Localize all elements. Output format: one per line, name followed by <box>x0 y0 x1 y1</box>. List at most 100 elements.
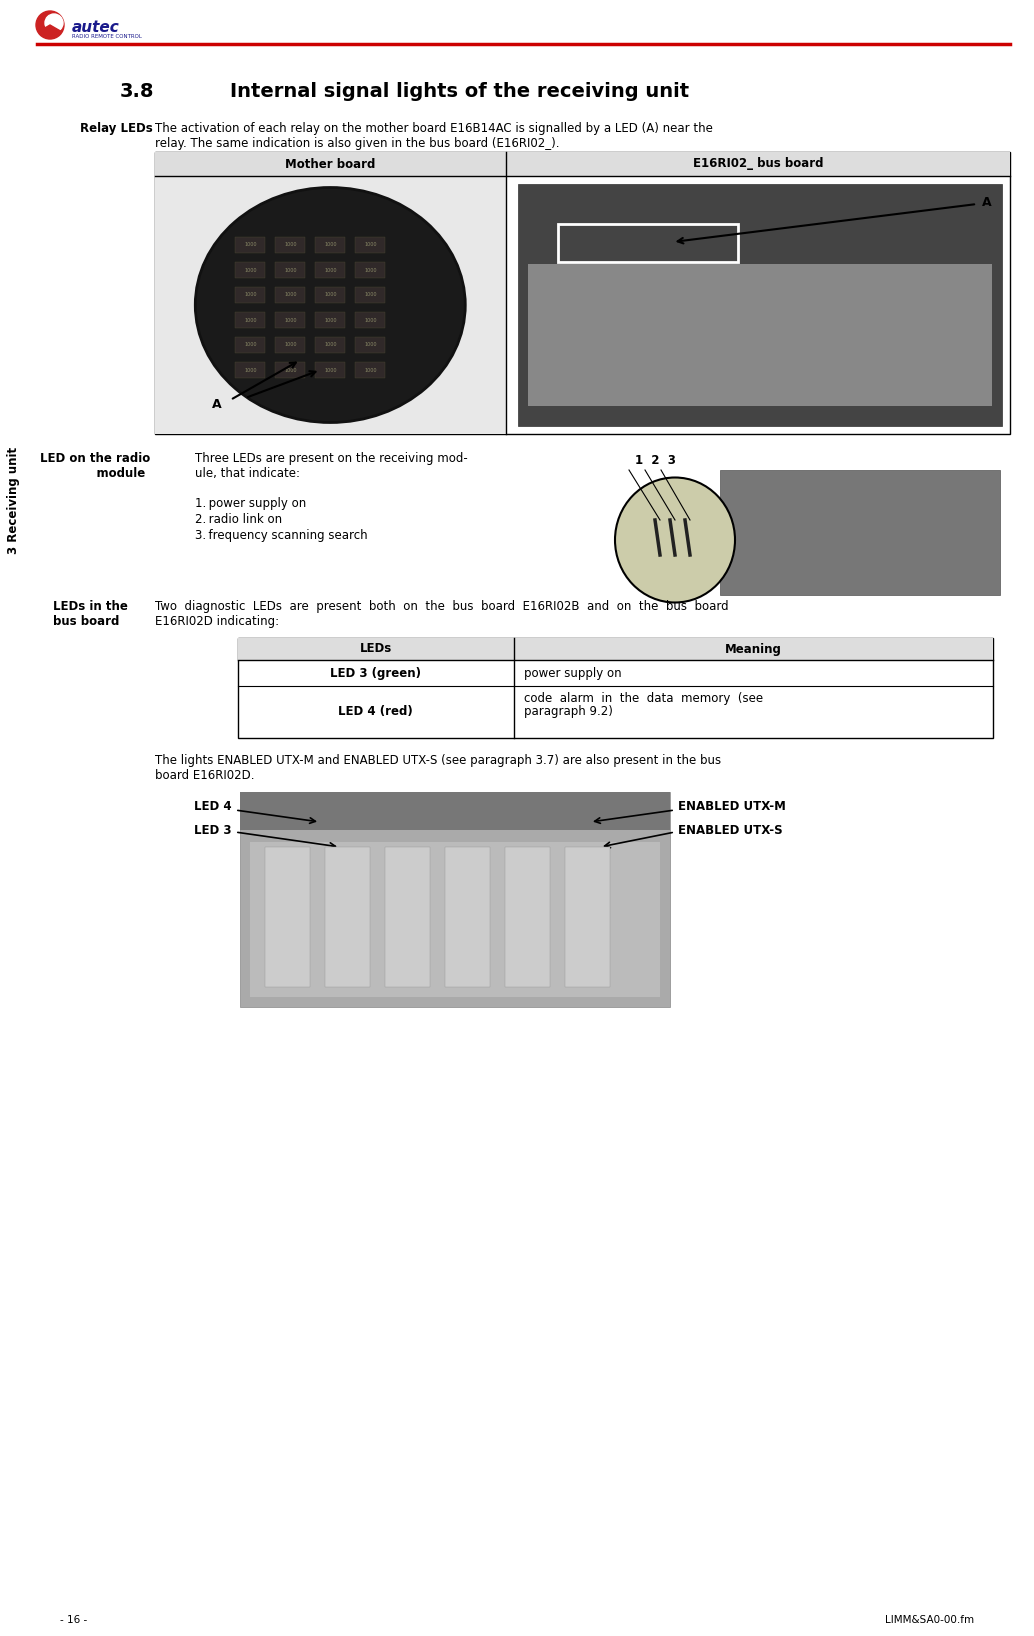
Text: autec: autec <box>72 20 120 34</box>
Bar <box>275 337 305 353</box>
Text: 1000: 1000 <box>284 342 297 347</box>
Text: LEDs in the: LEDs in the <box>53 600 128 614</box>
Text: LED 4 (red): LED 4 (red) <box>338 705 414 718</box>
Bar <box>315 286 345 303</box>
Bar <box>240 792 670 829</box>
Bar <box>236 362 266 378</box>
Text: 1000: 1000 <box>364 342 376 347</box>
Ellipse shape <box>615 478 735 602</box>
Text: ENABLED UTX-S: ENABLED UTX-S <box>678 823 783 836</box>
Text: paragraph 9.2): paragraph 9.2) <box>523 705 612 718</box>
Bar <box>720 470 1000 596</box>
Bar <box>356 237 386 254</box>
Text: 1000: 1000 <box>364 268 376 273</box>
Text: 1000: 1000 <box>244 293 256 298</box>
Text: 1000: 1000 <box>324 293 336 298</box>
Wedge shape <box>38 25 61 38</box>
Ellipse shape <box>195 188 465 422</box>
Bar <box>236 237 266 254</box>
Circle shape <box>36 11 64 39</box>
Text: RADIO REMOTE CONTROL: RADIO REMOTE CONTROL <box>72 33 142 39</box>
Bar <box>265 847 310 987</box>
Text: 1000: 1000 <box>284 268 297 273</box>
Text: Meaning: Meaning <box>725 643 782 656</box>
Bar <box>236 312 266 327</box>
Text: 1000: 1000 <box>244 317 256 322</box>
Text: 1  2  3: 1 2 3 <box>635 455 676 466</box>
Text: ENABLED UTX-M: ENABLED UTX-M <box>678 800 786 813</box>
Text: Two  diagnostic  LEDs  are  present  both  on  the  bus  board  E16RI02B  and  o: Two diagnostic LEDs are present both on … <box>155 600 729 614</box>
Text: 1000: 1000 <box>364 242 376 247</box>
Text: 1000: 1000 <box>284 317 297 322</box>
Text: LED 4: LED 4 <box>194 800 232 813</box>
Text: 1000: 1000 <box>244 268 256 273</box>
Text: LIMM&SA0-00.fm: LIMM&SA0-00.fm <box>885 1615 974 1625</box>
Bar <box>445 847 490 987</box>
Text: code  alarm  in  the  data  memory  (see: code alarm in the data memory (see <box>523 692 763 705</box>
Bar <box>238 638 993 659</box>
Text: LED 3 (green): LED 3 (green) <box>330 666 421 679</box>
Text: LED on the radio: LED on the radio <box>40 452 150 465</box>
Text: LED 3: LED 3 <box>194 823 232 836</box>
Bar <box>155 152 1010 434</box>
Bar <box>356 362 386 378</box>
Text: - 16 -: - 16 - <box>60 1615 87 1625</box>
Bar <box>527 263 992 406</box>
Bar <box>385 847 430 987</box>
Text: 1000: 1000 <box>284 242 297 247</box>
Text: 1000: 1000 <box>284 368 297 373</box>
Text: module: module <box>80 466 145 479</box>
Bar <box>557 224 737 262</box>
Text: 1000: 1000 <box>244 242 256 247</box>
Text: ule, that indicate:: ule, that indicate: <box>195 466 300 479</box>
Text: 3. frequency scanning search: 3. frequency scanning search <box>195 528 368 542</box>
Text: 1000: 1000 <box>324 368 336 373</box>
Bar <box>275 362 305 378</box>
Bar <box>155 177 506 434</box>
Bar <box>565 847 610 987</box>
Bar <box>238 638 993 738</box>
Text: board E16RI02D.: board E16RI02D. <box>155 769 254 782</box>
Text: A: A <box>212 399 222 412</box>
Bar <box>275 262 305 278</box>
Text: power supply on: power supply on <box>523 666 621 679</box>
Text: 1000: 1000 <box>364 368 376 373</box>
Text: bus board: bus board <box>53 615 119 628</box>
Bar <box>356 337 386 353</box>
Text: 1000: 1000 <box>244 342 256 347</box>
Text: 1. power supply on: 1. power supply on <box>195 497 306 510</box>
Bar <box>236 337 266 353</box>
Text: relay. The same indication is also given in the bus board (E16RI02_).: relay. The same indication is also given… <box>155 137 559 151</box>
Bar <box>518 183 1002 425</box>
Circle shape <box>45 15 63 33</box>
Bar <box>275 286 305 303</box>
Bar <box>275 312 305 327</box>
Text: 1000: 1000 <box>324 342 336 347</box>
Text: The activation of each relay on the mother board E16B14AC is signalled by a LED : The activation of each relay on the moth… <box>155 123 712 136</box>
Bar <box>250 843 660 996</box>
Text: 1000: 1000 <box>324 242 336 247</box>
Bar <box>315 237 345 254</box>
Text: Relay LEDs: Relay LEDs <box>80 123 153 136</box>
Bar <box>356 312 386 327</box>
Bar <box>315 337 345 353</box>
Text: Three LEDs are present on the receiving mod-: Three LEDs are present on the receiving … <box>195 452 467 465</box>
Bar <box>356 286 386 303</box>
Text: 3 Receiving unit: 3 Receiving unit <box>7 447 21 553</box>
Text: 3.8: 3.8 <box>120 82 154 101</box>
Bar <box>315 312 345 327</box>
Text: Internal signal lights of the receiving unit: Internal signal lights of the receiving … <box>230 82 689 101</box>
Bar <box>155 152 1010 177</box>
Bar <box>236 286 266 303</box>
Text: A: A <box>982 196 992 209</box>
Text: E16RI02D indicating:: E16RI02D indicating: <box>155 615 279 628</box>
Bar <box>275 237 305 254</box>
Text: The lights ENABLED UTX-M and ENABLED UTX-S (see paragraph 3.7) are also present : The lights ENABLED UTX-M and ENABLED UTX… <box>155 754 721 767</box>
Bar <box>505 847 550 987</box>
Bar <box>315 362 345 378</box>
Text: 1000: 1000 <box>244 368 256 373</box>
Bar <box>240 792 670 1008</box>
Text: E16RI02_ bus board: E16RI02_ bus board <box>693 157 823 170</box>
Text: 1000: 1000 <box>324 317 336 322</box>
Text: LEDs: LEDs <box>360 643 392 656</box>
